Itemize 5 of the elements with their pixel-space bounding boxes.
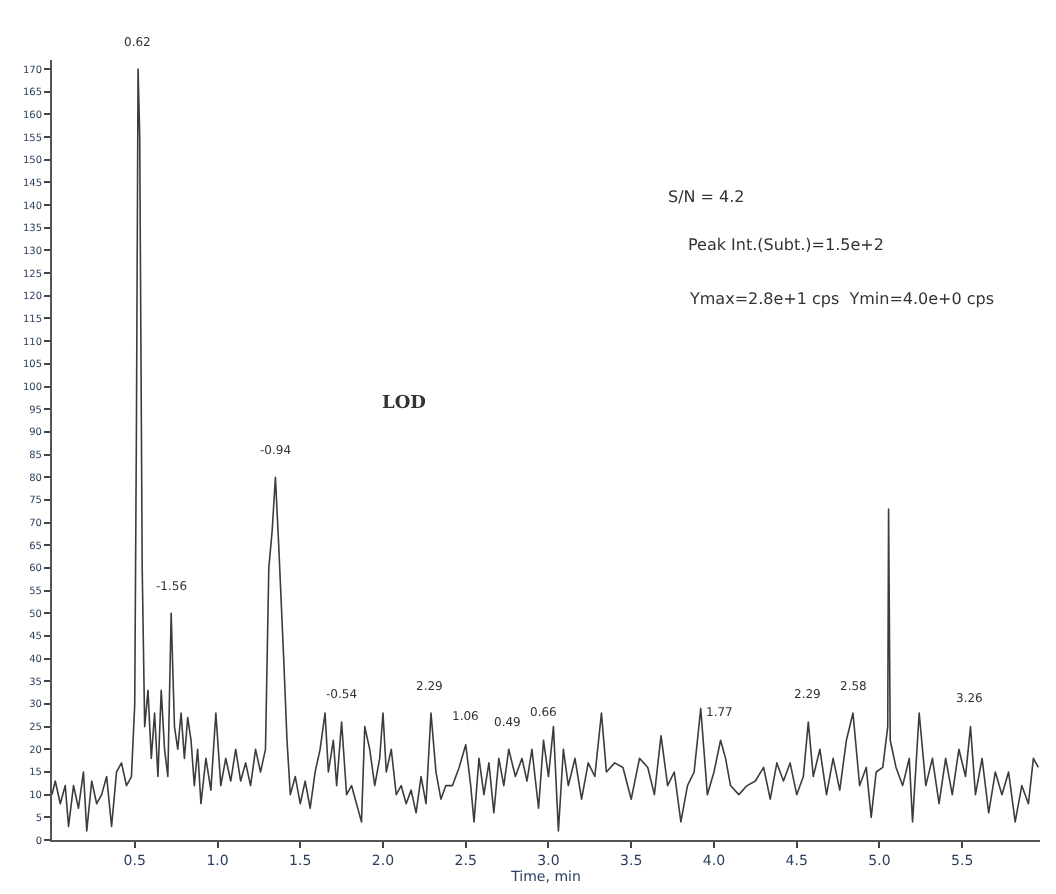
annotation: LOD xyxy=(382,394,427,414)
line-series xyxy=(52,68,1040,832)
annotation: Ymax=2.8e+1 cps Ymin=4.0e+0 cps xyxy=(688,290,995,308)
annotation: Peak Int.(Subt.)=1.5e+2 xyxy=(688,236,884,254)
annotation: S/N = 4.2 xyxy=(668,188,745,206)
